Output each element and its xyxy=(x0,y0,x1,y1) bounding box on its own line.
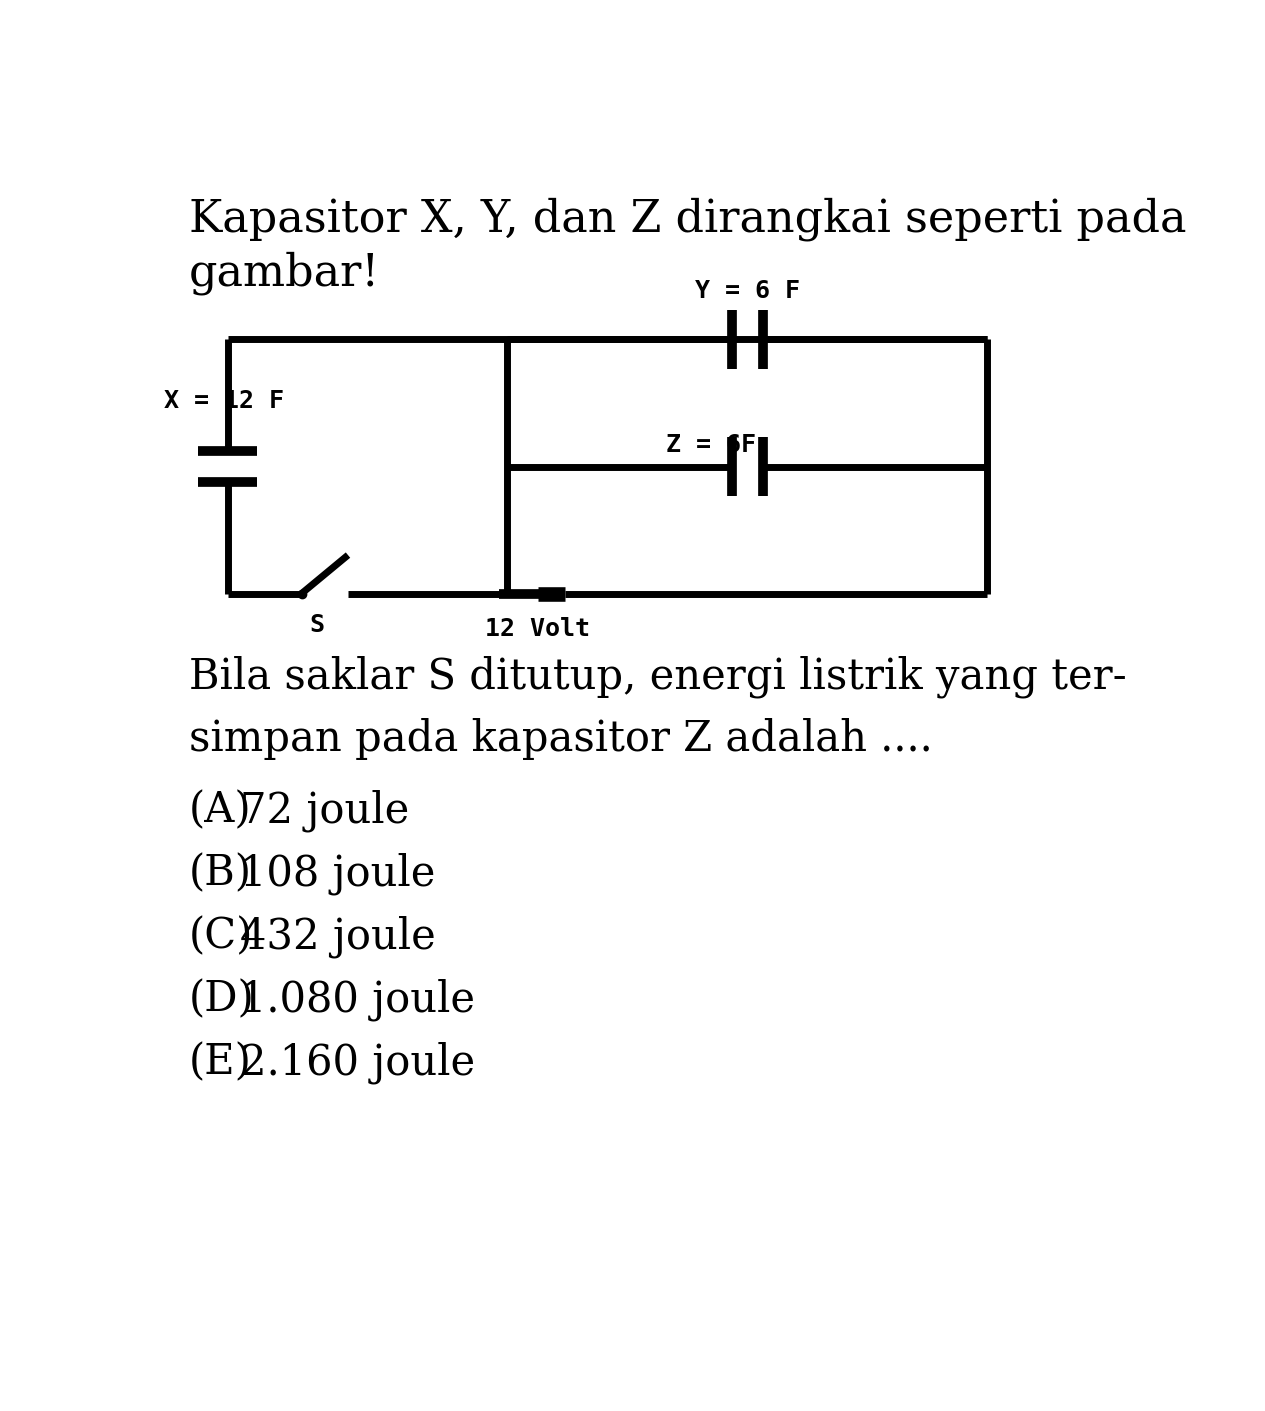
Text: 72 joule: 72 joule xyxy=(239,789,409,831)
Text: simpan pada kapasitor Z adalah ....: simpan pada kapasitor Z adalah .... xyxy=(190,718,932,761)
Text: (E): (E) xyxy=(190,1041,252,1084)
Text: (C): (C) xyxy=(190,916,253,958)
Text: X = 12 F: X = 12 F xyxy=(164,388,285,412)
Text: S: S xyxy=(310,612,325,636)
Text: Y = 6 F: Y = 6 F xyxy=(694,278,799,302)
Text: (A): (A) xyxy=(190,789,252,831)
Text: 1.080 joule: 1.080 joule xyxy=(239,979,474,1022)
Text: 12 Volt: 12 Volt xyxy=(486,617,591,641)
Text: 2.160 joule: 2.160 joule xyxy=(239,1041,474,1084)
Text: Z = 6F: Z = 6F xyxy=(665,433,755,457)
Text: 108 joule: 108 joule xyxy=(239,852,435,895)
Text: (B): (B) xyxy=(190,852,252,895)
Text: Bila saklar S ditutup, energi listrik yang ter-: Bila saklar S ditutup, energi listrik ya… xyxy=(190,655,1127,697)
Text: Kapasitor X, Y, dan Z dirangkai seperti pada: Kapasitor X, Y, dan Z dirangkai seperti … xyxy=(190,198,1187,241)
Text: 432 joule: 432 joule xyxy=(239,916,435,958)
Text: gambar!: gambar! xyxy=(190,251,381,295)
Text: (D): (D) xyxy=(190,979,254,1020)
